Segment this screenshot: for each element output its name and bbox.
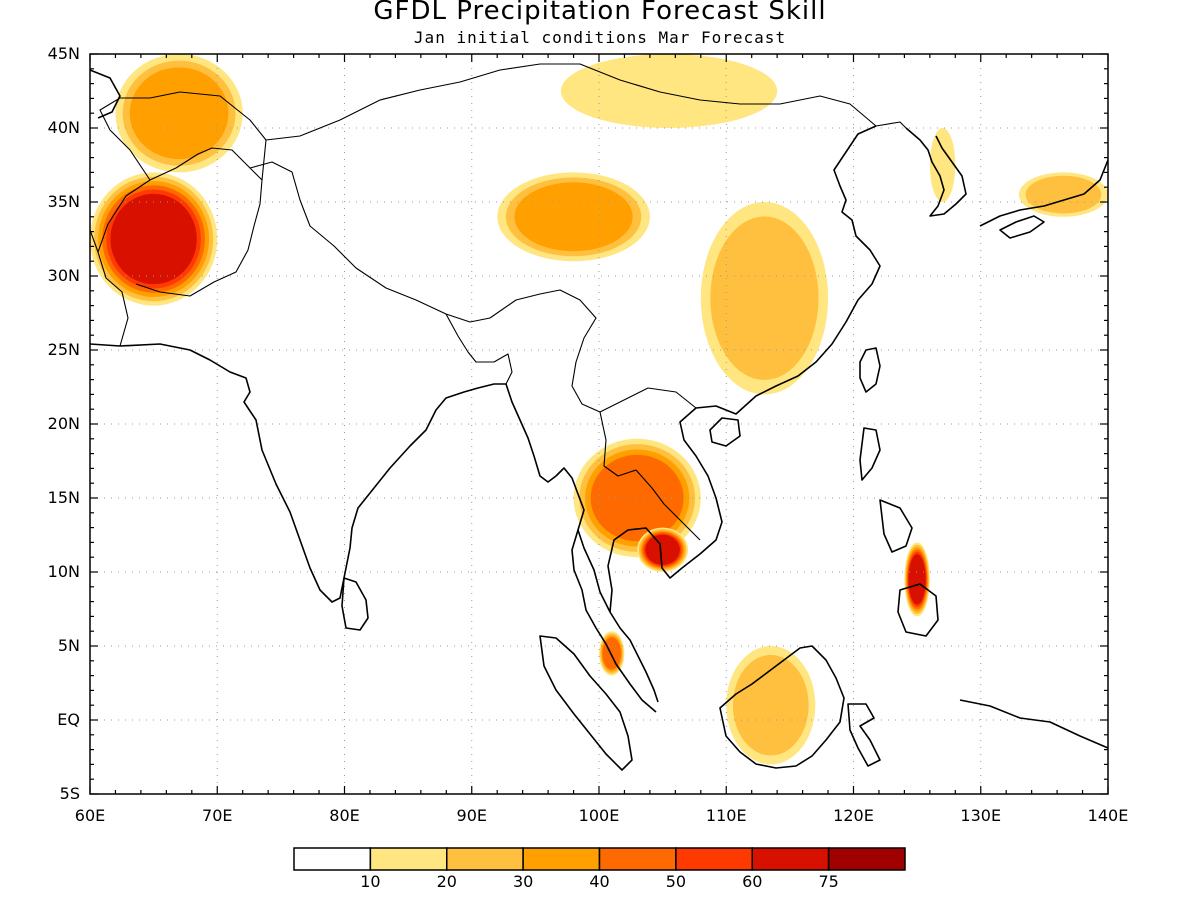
skill-region-9-level-1 <box>929 128 956 202</box>
y-tick-label: 5S <box>59 784 80 803</box>
colorbar-swatch-7 <box>827 847 906 871</box>
colorbar-level-label: 20 <box>436 872 457 891</box>
y-tick-label: 20N <box>47 414 80 433</box>
colorbar-swatch-4 <box>598 847 677 871</box>
coastlines <box>90 69 1108 771</box>
y-tick-label: EQ <box>57 710 80 729</box>
skill-region-10-level-2 <box>1025 175 1102 214</box>
x-tick-label: 110E <box>705 806 747 825</box>
colorbar-level-label: 10 <box>360 872 381 891</box>
skill-region-4-level-2 <box>710 216 819 380</box>
skill-region-2-level-3 <box>514 182 633 252</box>
colorbar-swatch-3 <box>522 847 601 871</box>
colorbar-swatch-6 <box>751 847 830 871</box>
y-tick-label: 45N <box>47 44 80 63</box>
colorbar-swatch-1 <box>369 847 448 871</box>
colorbar-level-label: 60 <box>742 872 763 891</box>
skill-region-1-level-3 <box>129 67 229 160</box>
x-tick-label: 80E <box>329 806 360 825</box>
skill-region-7-level-2 <box>732 654 809 756</box>
colorbar-swatch-5 <box>675 847 753 871</box>
graticule <box>90 54 1108 794</box>
y-tick-label: 35N <box>47 192 80 211</box>
colorbar <box>293 847 906 871</box>
skill-region-3-level-1 <box>560 54 778 128</box>
colorbar-level-label: 30 <box>512 872 534 891</box>
map-title: GFDL Precipitation Forecast Skill <box>373 0 827 26</box>
x-tick-label: 140E <box>1087 806 1129 825</box>
y-tick-label: 40N <box>47 118 80 137</box>
x-tick-label: 60E <box>74 806 106 825</box>
skill-region-0-level-6 <box>110 193 197 285</box>
skill-region-5-level-4 <box>590 454 684 542</box>
x-tick-label: 100E <box>578 806 620 825</box>
x-tick-label: 130E <box>960 806 1002 825</box>
colorbar-swatch-0 <box>293 847 372 871</box>
x-tick-label: 120E <box>833 806 874 825</box>
colorbar-level-label: 40 <box>589 872 610 891</box>
colorbar-level-label: 75 <box>818 872 839 891</box>
y-tick-label: 10N <box>47 562 80 581</box>
x-tick-label: 70E <box>202 806 233 825</box>
country-borders <box>90 63 907 541</box>
colorbar-level-label: 50 <box>665 872 687 891</box>
y-tick-label: 5N <box>57 636 80 655</box>
y-tick-label: 30N <box>47 266 80 285</box>
y-tick-label: 15N <box>47 488 80 507</box>
y-tick-label: 25N <box>47 340 80 359</box>
skill-shading <box>90 54 1108 765</box>
map-subtitle: Jan initial conditions Mar Forecast <box>413 28 787 47</box>
skill-region-6-level-6 <box>645 534 680 565</box>
axis-ticks <box>89 53 1109 795</box>
x-tick-label: 90E <box>456 806 487 825</box>
colorbar-swatch-2 <box>446 847 524 871</box>
skill-region-11-level-6 <box>908 554 926 605</box>
